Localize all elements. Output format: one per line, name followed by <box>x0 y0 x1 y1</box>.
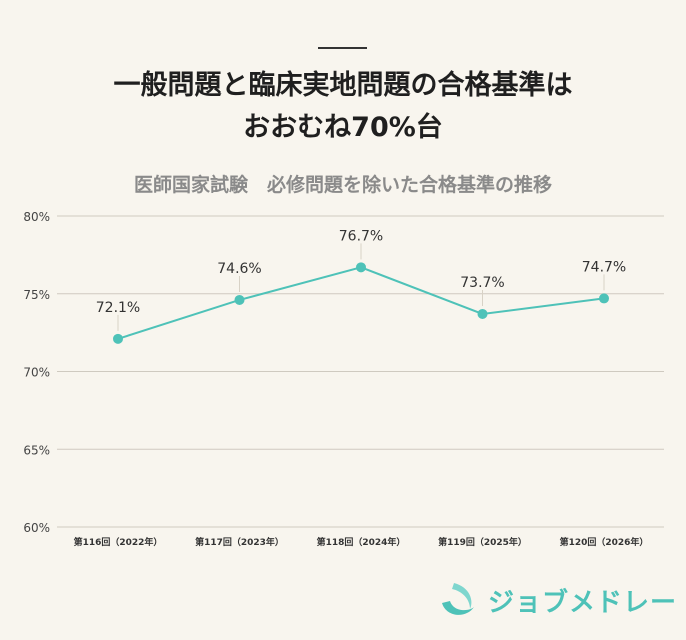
series-line <box>117 266 605 340</box>
data-point <box>113 333 123 344</box>
title-line-2: おおむね70%台 <box>243 112 443 143</box>
data-label: 73.7% <box>460 275 504 291</box>
y-tick-label: 60% <box>23 521 50 535</box>
data-point <box>356 262 366 273</box>
x-tick-label: 第117回（2023年） <box>195 536 284 548</box>
y-tick-label: 80% <box>23 210 50 224</box>
page-title: 一般問題と臨床実地問題の合格基準は おおむね70%台 <box>0 65 686 149</box>
data-point <box>234 294 245 305</box>
x-tick-label: 第119回（2025年） <box>438 536 527 548</box>
title-line-1: 一般問題と臨床実地問題の合格基準は <box>113 70 573 101</box>
data-label: 76.7% <box>339 228 383 244</box>
brand-logo: ジョブメドレー <box>440 580 677 620</box>
x-tick-label: 第120回（2026年） <box>560 536 649 548</box>
chart-subtitle: 医師国家試験 必修問題を除いた合格基準の推移 <box>133 174 552 196</box>
data-point <box>477 308 488 319</box>
data-label: 74.7% <box>582 259 626 275</box>
brand-mark-icon <box>442 583 474 615</box>
x-tick-label: 第116回（2022年） <box>74 536 163 548</box>
data-label: 72.1% <box>96 300 140 316</box>
data-label: 74.6% <box>217 261 261 277</box>
title-decoration-rule <box>318 47 367 49</box>
data-point <box>599 293 609 304</box>
x-tick-label: 第118回（2024年） <box>317 536 406 548</box>
y-tick-label: 75% <box>23 288 50 302</box>
brand-name: ジョブメドレー <box>488 587 678 618</box>
y-tick-label: 65% <box>23 443 50 457</box>
y-tick-label: 70% <box>23 366 50 380</box>
